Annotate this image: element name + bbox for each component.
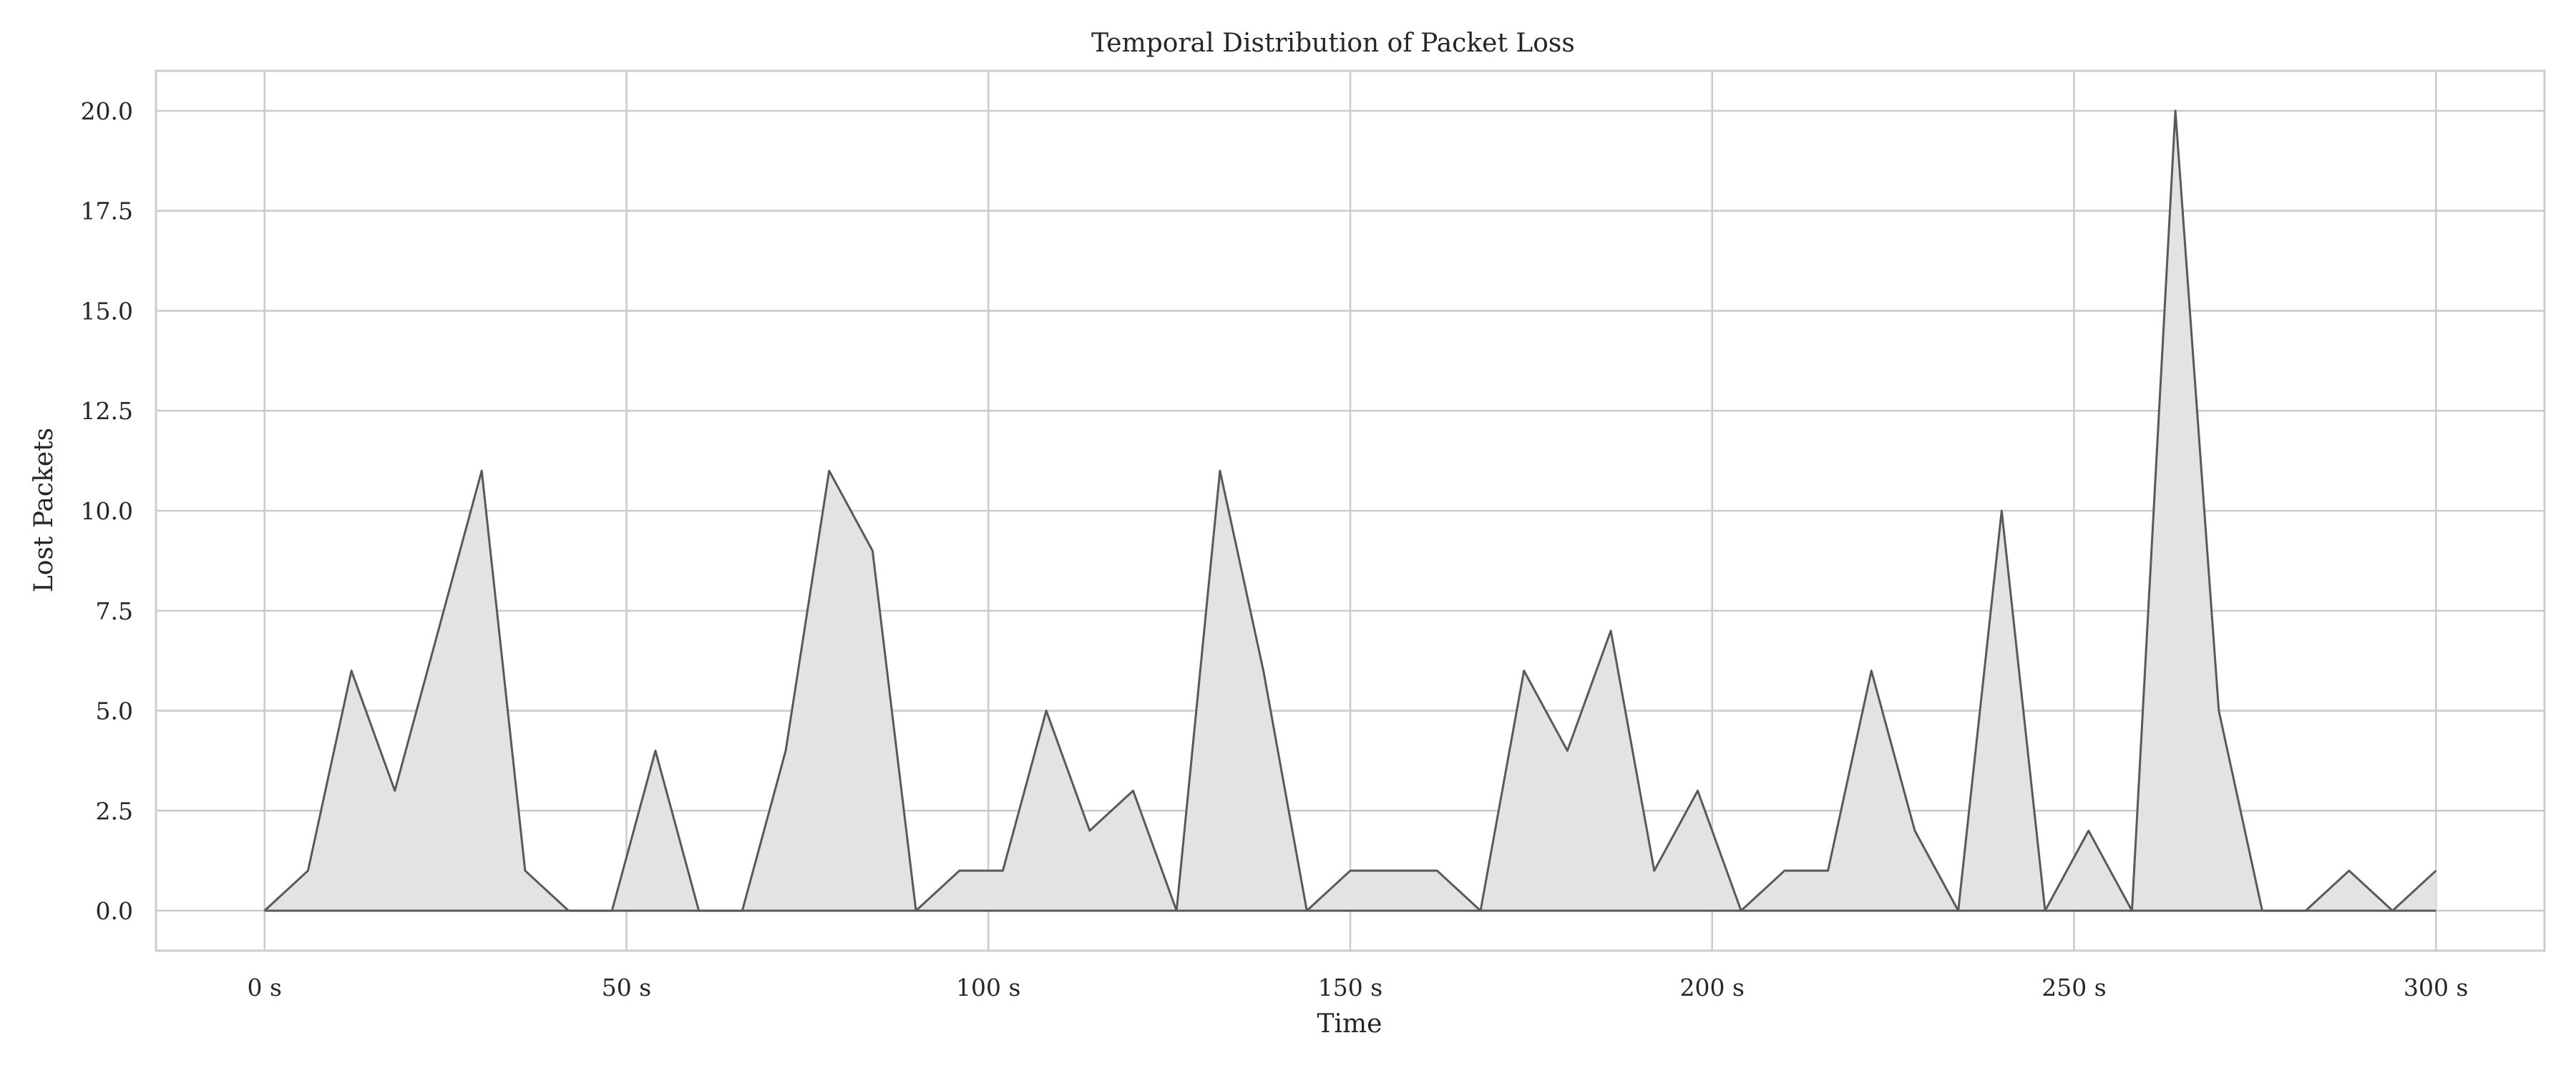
packet-loss-line <box>263 109 2437 912</box>
x-tick-label: 200 s <box>1680 974 1745 1001</box>
x-axis-label: Time <box>1317 1009 1382 1039</box>
y-tick-label: 0.0 <box>96 897 133 925</box>
tick-label-layer: 0 s 50 s 100 s 150 s 200 s 250 s 300 s 0.0 2.5 5.… <box>81 97 2469 1001</box>
x-tick-label: 0 s <box>248 974 282 1001</box>
y-tick-label: 15.0 <box>81 297 133 325</box>
frame-layer <box>155 69 2546 952</box>
y-tick-label: 17.5 <box>81 197 133 225</box>
x-tick-label: 100 s <box>956 974 1020 1001</box>
y-tick-label: 5.0 <box>96 697 133 725</box>
x-tick-label: 250 s <box>2041 974 2106 1001</box>
y-tick-label: 7.5 <box>96 597 133 625</box>
x-tick-label: 150 s <box>1318 974 1382 1001</box>
y-axis-label: Lost Packets <box>29 428 59 592</box>
y-tick-label: 20.0 <box>81 97 133 125</box>
x-tick-label: 50 s <box>602 974 651 1001</box>
chart-title: Temporal Distribution of Packet Loss <box>1091 29 1575 58</box>
y-tick-label: 12.5 <box>81 397 133 425</box>
y-tick-label: 10.0 <box>81 497 133 525</box>
plot-frame <box>155 69 2546 952</box>
x-tick-label: 300 s <box>2404 974 2468 1001</box>
area-layer <box>263 109 2437 912</box>
y-tick-label: 2.5 <box>96 797 133 825</box>
packet-loss-area <box>264 110 2436 911</box>
